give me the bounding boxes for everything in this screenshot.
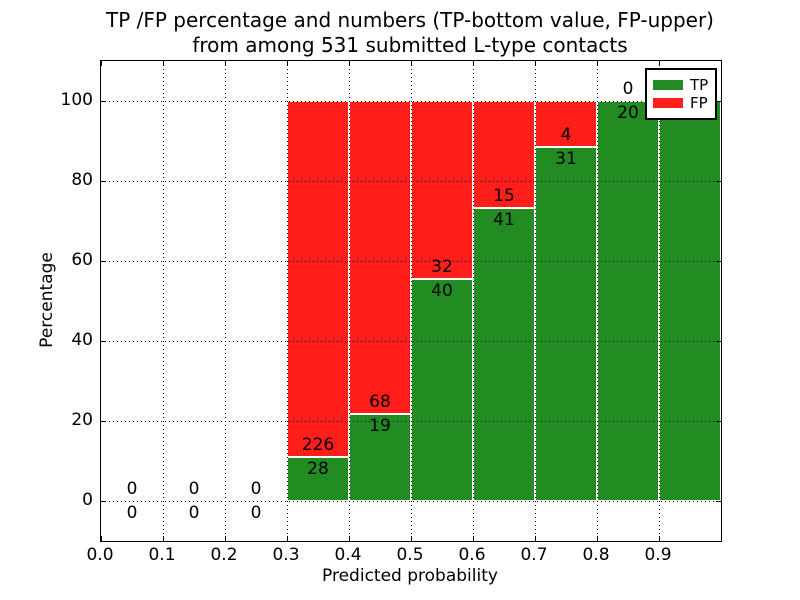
tp-count-label: 41: [493, 210, 515, 231]
bar-segment-tp: [411, 278, 473, 501]
x-gridline: [411, 61, 412, 541]
x-gridline: [535, 61, 536, 541]
fp-count-label: 32: [431, 256, 453, 277]
x-tick-bottom: [534, 536, 536, 541]
bar-segment-tp: [535, 146, 597, 501]
x-gridline: [225, 61, 226, 541]
x-tick-top: [410, 61, 412, 66]
fp-count-label: 0: [250, 479, 262, 499]
x-tick-top: [286, 61, 288, 66]
fp-count-label: 68: [369, 391, 391, 412]
legend-label-fp: FP: [690, 94, 708, 112]
y-tick-left: [101, 260, 106, 262]
x-gridline: [163, 61, 164, 541]
fp-count-label: 4: [560, 124, 572, 145]
x-tick-top: [472, 61, 474, 66]
x-tick-top: [162, 61, 164, 66]
x-tick-bottom: [410, 536, 412, 541]
y-tick-left: [101, 100, 106, 102]
x-tick-label: 0.1: [148, 545, 176, 565]
x-tick-bottom: [286, 536, 288, 541]
y-tick-left: [101, 420, 106, 422]
fp-count-label: 0: [188, 479, 200, 499]
y-tick-right: [716, 500, 721, 502]
x-tick-top: [658, 61, 660, 66]
y-tick-label: 0: [82, 490, 93, 510]
tp-count-label: 19: [369, 415, 391, 436]
fp-count-label: 226: [301, 434, 335, 455]
fp-legend-swatch: [653, 98, 683, 108]
x-gridline: [287, 61, 288, 541]
x-tick-label: 0.9: [644, 545, 672, 565]
fp-count-label: 0: [126, 479, 138, 499]
y-tick-left: [101, 340, 106, 342]
chart-title: TP /FP percentage and numbers (TP-bottom…: [100, 8, 720, 58]
x-tick-bottom: [100, 536, 102, 541]
bar-segment-tp: [473, 208, 535, 501]
legend-label-tp: TP: [690, 76, 709, 94]
bar-segment-tp: [349, 413, 411, 501]
x-tick-bottom: [224, 536, 226, 541]
x-axis-label: Predicted probability: [322, 566, 498, 586]
x-tick-top: [224, 61, 226, 66]
y-tick-right: [716, 100, 721, 102]
x-tick-bottom: [472, 536, 474, 541]
y-tick-label: 40: [71, 330, 93, 350]
plot-area: TP FP 0000002262868193240154143102007: [100, 60, 722, 542]
x-tick-label: 0.7: [520, 545, 548, 565]
chart-title-line2: from among 531 submitted L-type contacts: [192, 33, 628, 57]
x-tick-bottom: [162, 536, 164, 541]
tp-count-label: 0: [188, 503, 200, 523]
x-gridline: [659, 61, 660, 541]
chart-title-line1: TP /FP percentage and numbers (TP-bottom…: [106, 8, 714, 32]
legend-entry-tp: TP: [653, 77, 709, 93]
y-tick-label: 60: [71, 250, 93, 270]
legend-entry-fp: FP: [653, 95, 709, 111]
y-tick-label: 100: [60, 90, 93, 110]
x-tick-label: 0.6: [458, 545, 486, 565]
fp-count-label: 0: [622, 79, 634, 99]
tp-count-label: 20: [617, 103, 639, 123]
tp-count-label: 28: [307, 458, 329, 479]
x-tick-label: 0.5: [396, 545, 424, 565]
x-gridline: [473, 61, 474, 541]
x-tick-label: 0.3: [272, 545, 300, 565]
x-tick-bottom: [596, 536, 598, 541]
x-tick-label: 0.0: [86, 545, 114, 565]
bar-segment-tp: [597, 101, 659, 501]
x-tick-top: [348, 61, 350, 66]
x-tick-label: 0.4: [334, 545, 362, 565]
y-tick-right: [716, 180, 721, 182]
x-tick-label: 0.2: [210, 545, 238, 565]
x-tick-bottom: [658, 536, 660, 541]
x-tick-label: 0.8: [582, 545, 610, 565]
y-tick-label: 80: [71, 170, 93, 190]
x-tick-top: [534, 61, 536, 66]
x-tick-bottom: [348, 536, 350, 541]
y-tick-left: [101, 500, 106, 502]
y-tick-left: [101, 180, 106, 182]
x-gridline: [349, 61, 350, 541]
y-tick-right: [716, 420, 721, 422]
fp-count-label: 15: [493, 186, 515, 207]
x-tick-top: [100, 61, 102, 66]
y-tick-right: [716, 260, 721, 262]
x-gridline: [597, 61, 598, 541]
bar-segment-tp: [659, 101, 721, 501]
x-tick-top: [596, 61, 598, 66]
y-tick-label: 20: [71, 410, 93, 430]
tp-count-label: 0: [250, 503, 262, 523]
tp-count-label: 40: [431, 280, 453, 301]
y-tick-right: [716, 340, 721, 342]
tp-legend-swatch: [653, 80, 683, 90]
tp-count-label: 31: [555, 148, 577, 169]
tp-count-label: 0: [126, 503, 138, 523]
legend: TP FP: [645, 68, 717, 120]
